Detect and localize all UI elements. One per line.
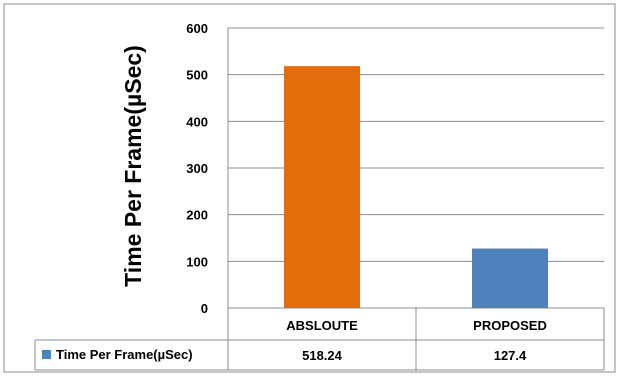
y-tick-label: 100 [186,254,208,269]
bars [284,66,548,308]
data-table: ABSLOUTE PROPOSED Time Per Frame(µSec) 5… [34,308,605,371]
data-label-absloute: 518.24 [302,348,343,363]
y-axis-label: Time Per Frame(µSec) [120,45,146,287]
x-tick-label-proposed: PROPOSED [473,318,547,333]
y-tick-label: 0 [201,301,208,316]
bar-absloute [284,66,360,308]
y-tick-label: 200 [186,208,208,223]
x-tick-label-absloute: ABSLOUTE [286,318,358,333]
legend-key [42,350,51,359]
y-tick-label: 400 [186,114,208,129]
y-axis-ticks: 0 100 200 300 400 500 600 [186,21,208,316]
data-label-proposed: 127.4 [494,348,527,363]
y-tick-label: 600 [186,21,208,36]
y-tick-label: 300 [186,161,208,176]
legend-series-name: Time Per Frame(µSec) [56,347,193,362]
bar-proposed [472,248,548,308]
y-tick-label: 500 [186,68,208,83]
